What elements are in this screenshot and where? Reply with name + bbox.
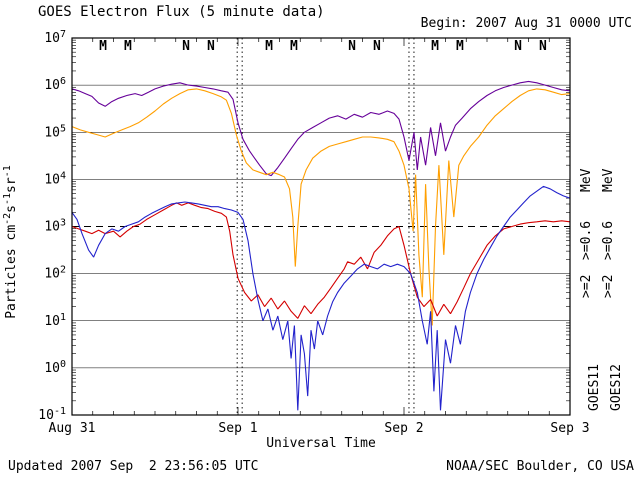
y-tick-label: 107 xyxy=(44,29,66,46)
y-tick-label: 104 xyxy=(44,170,66,187)
legend-goes12-ge2-label: >=2 xyxy=(601,275,616,298)
begin-timestamp: Begin: 2007 Aug 31 0000 UTC xyxy=(421,16,632,31)
x-tick-label: Sep 2 xyxy=(384,421,423,436)
y-tick-label: 105 xyxy=(44,123,66,140)
legend-goes11-label: GOES11 xyxy=(587,364,602,411)
chart-title: GOES Electron Flux (5 minute data) xyxy=(38,4,325,20)
legend-goes11-ge2-label: >=2 xyxy=(579,275,594,298)
noon-midnight-marker: N xyxy=(348,39,356,54)
x-tick-label: Sep 1 xyxy=(218,421,257,436)
series-goes11_ge06 xyxy=(71,80,571,177)
series-goes12_ge06 xyxy=(71,88,571,326)
y-tick-label: 100 xyxy=(44,359,66,376)
y-tick-label: 106 xyxy=(44,76,66,93)
series-goes11_ge2 xyxy=(71,202,571,319)
legend-goes11-ge06-label: >=0.6 xyxy=(579,221,594,260)
plot-border xyxy=(71,37,571,416)
noon-midnight-marker: M xyxy=(456,39,464,54)
noon-midnight-marker: M xyxy=(124,39,132,54)
y-tick-label: 102 xyxy=(44,265,66,282)
noon-midnight-marker: N xyxy=(182,39,190,54)
y-tick-label: 103 xyxy=(44,218,66,235)
y-tick-label: 101 xyxy=(44,312,66,329)
legend-goes12-mev-label: MeV xyxy=(601,168,616,192)
x-tick-label: Sep 3 xyxy=(550,421,589,436)
noon-midnight-marker: N xyxy=(539,39,547,54)
noon-midnight-marker: M xyxy=(99,39,107,54)
x-axis-title: Universal Time xyxy=(266,436,376,451)
legend-goes12-label: GOES12 xyxy=(609,364,624,411)
noon-midnight-marker: M xyxy=(290,39,298,54)
noon-midnight-marker: M xyxy=(265,39,273,54)
noon-midnight-marker: N xyxy=(207,39,215,54)
legend-goes11-mev-label: MeV xyxy=(579,168,594,192)
credit-label: NOAA/SEC Boulder, CO USA xyxy=(446,459,634,474)
series-goes12_ge2 xyxy=(71,185,571,411)
legend-goes12-ge06-label: >=0.6 xyxy=(601,221,616,260)
noon-midnight-marker: N xyxy=(373,39,381,54)
noon-midnight-marker: N xyxy=(514,39,522,54)
y-axis-title: Particles cm-2s-1sr-1 xyxy=(2,165,19,319)
updated-timestamp: Updated 2007 Sep 2 23:56:05 UTC xyxy=(8,459,258,474)
x-tick-label: Aug 31 xyxy=(49,421,96,436)
noon-midnight-marker: M xyxy=(431,39,439,54)
